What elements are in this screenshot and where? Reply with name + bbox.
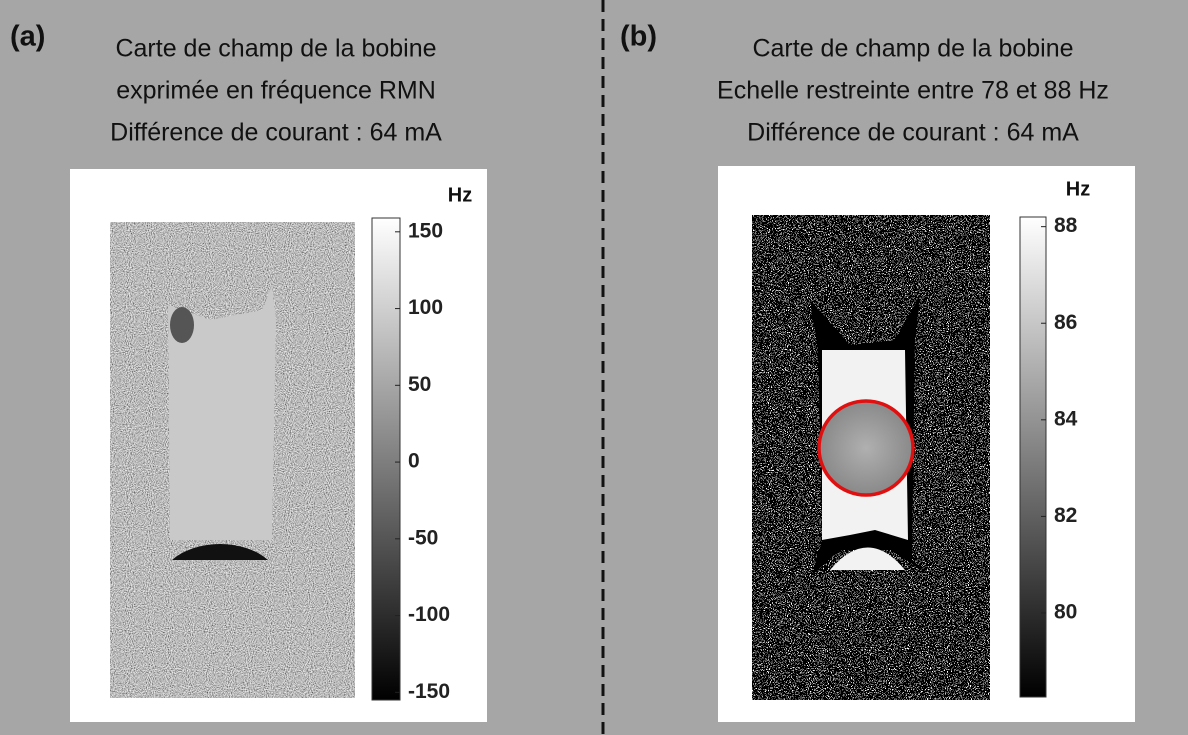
panel-title: Différence de courant : 64 mA <box>110 119 442 147</box>
colorbar-tick-label: 86 <box>1054 311 1077 334</box>
colorbar-tick-label: 100 <box>408 296 443 319</box>
colorbar-tick-label: -150 <box>408 680 450 703</box>
colorbar-tick-label: 88 <box>1054 214 1078 237</box>
panel-label: (b) <box>620 21 657 53</box>
roi-circle <box>817 399 915 497</box>
colorbar <box>1019 216 1047 698</box>
colorbar-tick-label: 150 <box>408 219 443 242</box>
colorbar-tick-label: -50 <box>408 526 438 549</box>
colorbar-tick-label: -100 <box>408 603 450 626</box>
colorbar-unit: Hz <box>1066 178 1090 200</box>
panel-title: exprimée en fréquence RMN <box>116 77 436 105</box>
colorbar-tick-label: 82 <box>1054 504 1077 527</box>
panel-title: Carte de champ de la bobine <box>115 35 436 63</box>
artifact <box>830 547 905 570</box>
colorbar-tick-label: 80 <box>1054 601 1077 624</box>
artifact <box>172 543 268 560</box>
phantom-region <box>168 285 276 540</box>
panel-title: Différence de courant : 64 mA <box>747 119 1079 147</box>
panel-label: (a) <box>10 21 45 53</box>
panel-title: Carte de champ de la bobine <box>752 35 1073 63</box>
colorbar-unit: Hz <box>448 184 472 206</box>
roi-fill <box>820 402 912 494</box>
colorbar-tick-label: 50 <box>408 373 431 396</box>
panel-title: Echelle restreinte entre 78 et 88 Hz <box>717 77 1109 105</box>
colorbar-tick-label: 84 <box>1054 407 1078 430</box>
artifact <box>170 307 194 343</box>
colorbar <box>371 217 401 701</box>
colorbar-tick-label: 0 <box>408 450 420 473</box>
